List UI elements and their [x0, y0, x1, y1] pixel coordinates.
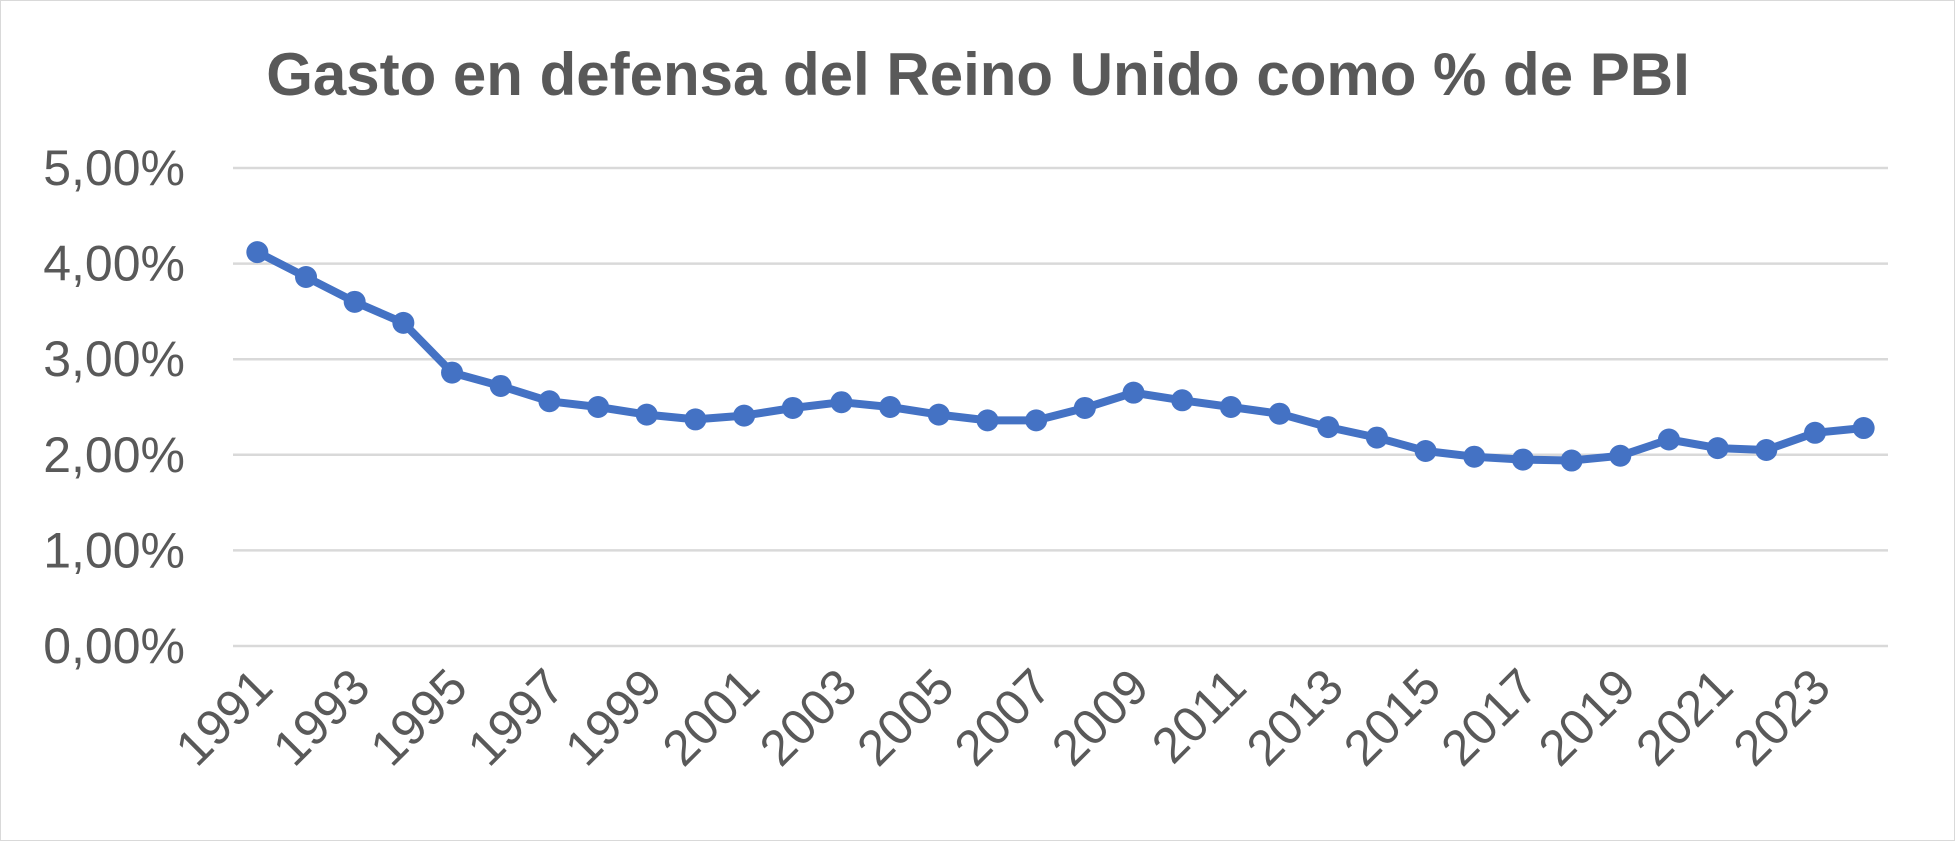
data-point: [246, 241, 269, 264]
x-tick-label: 2023: [1723, 658, 1841, 776]
data-point: [1755, 439, 1778, 462]
data-point: [295, 265, 318, 288]
x-tick-label: 2011: [1141, 658, 1257, 774]
data-point: [489, 374, 512, 397]
series-line: [253, 248, 1868, 465]
x-tick-label: 1991: [165, 658, 283, 776]
data-point: [1511, 448, 1534, 471]
y-tick-label: 2,00%: [43, 427, 185, 483]
data-point: [733, 404, 756, 427]
data-point: [781, 396, 804, 419]
data-point: [1219, 396, 1242, 418]
data-point: [830, 391, 853, 414]
y-tick-label: 5,00%: [43, 140, 185, 196]
data-point: [976, 409, 999, 432]
data-point: [1657, 428, 1680, 451]
data-point: [1706, 437, 1729, 460]
data-point: [1852, 417, 1875, 440]
x-tick-label: 2007: [944, 658, 1062, 776]
x-tick-label: 1997: [457, 658, 575, 776]
x-tick-label: 2017: [1430, 658, 1548, 776]
y-tick-label: 0,00%: [43, 618, 185, 674]
y-tick-label: 4,00%: [43, 236, 185, 292]
data-point: [1365, 426, 1388, 449]
data-point: [927, 403, 950, 426]
data-point: [587, 396, 610, 418]
x-tick-label: 2009: [1041, 658, 1159, 776]
x-tick-label: 2019: [1528, 658, 1646, 776]
x-tick-label: 1999: [554, 658, 672, 776]
data-point: [343, 290, 366, 313]
data-point: [1414, 439, 1437, 462]
data-point: [441, 361, 464, 384]
x-tick-label: 2021: [1625, 658, 1743, 776]
y-tick-label: 3,00%: [43, 331, 185, 387]
data-point: [1122, 381, 1145, 404]
data-point: [1803, 421, 1826, 444]
y-tick-label: 1,00%: [43, 522, 185, 578]
x-axis-tick-labels: 1991199319951997199920012003200520072009…: [165, 658, 1841, 776]
gridlines: [233, 166, 1888, 648]
x-tick-label: 2001: [652, 658, 770, 776]
data-point: [1025, 409, 1048, 432]
x-tick-label: 1995: [360, 658, 478, 776]
data-point: [1171, 389, 1194, 412]
data-point: [879, 396, 902, 418]
data-point: [1073, 396, 1096, 419]
x-tick-label: 2003: [749, 658, 867, 776]
x-tick-label: 2015: [1333, 658, 1451, 776]
data-point: [635, 403, 658, 426]
data-point: [1317, 416, 1340, 439]
x-tick-label: 2013: [1236, 658, 1354, 776]
chart-title: Gasto en defensa del Reino Unido como % …: [266, 41, 1690, 108]
y-axis-tick-labels: 0,00% 1,00% 2,00% 3,00% 4,00% 5,00%: [43, 140, 185, 674]
data-point: [1463, 445, 1486, 468]
data-point: [1560, 449, 1583, 472]
series-layer: [246, 241, 1875, 472]
data-point: [538, 390, 561, 413]
data-point: [392, 311, 415, 334]
x-tick-label: 1993: [262, 658, 380, 776]
x-tick-label: 2005: [846, 658, 964, 776]
data-point: [684, 408, 707, 431]
data-point: [1609, 444, 1632, 467]
data-point: [1268, 402, 1291, 425]
